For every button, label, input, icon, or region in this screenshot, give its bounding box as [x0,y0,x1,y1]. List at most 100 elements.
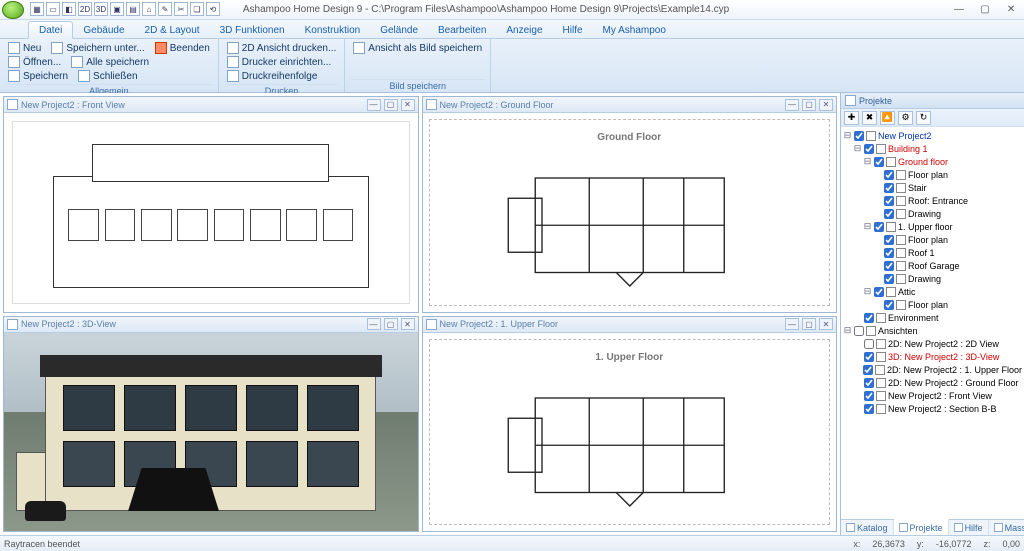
ribbon-item[interactable]: Schließen [76,70,139,82]
tree-twisty-icon[interactable]: ⊟ [863,221,872,232]
ribbon-tab[interactable]: Hilfe [553,22,593,38]
tree-node[interactable]: Floor plan [843,298,1022,311]
tree-checkbox[interactable] [864,144,874,154]
tree-checkbox[interactable] [854,326,864,336]
viewport-min-button[interactable]: — [367,318,381,330]
viewport-canvas[interactable] [4,333,418,532]
qat-icon[interactable]: ◧ [62,2,76,16]
tree-node[interactable]: Roof: Entrance [843,194,1022,207]
maximize-button[interactable]: ▢ [972,2,998,18]
viewport-max-button[interactable]: ▢ [802,318,816,330]
viewport-canvas[interactable]: 1. Upper Floor [423,333,837,532]
tree-node[interactable]: New Project2 : Section B-B [843,402,1022,415]
ribbon-tab[interactable]: Datei [28,21,73,39]
qat-icon[interactable]: ⟲ [206,2,220,16]
ribbon-tab[interactable]: Konstruktion [295,22,371,38]
tree-checkbox[interactable] [884,274,894,284]
tree-checkbox[interactable] [884,183,894,193]
projects-tree[interactable]: ⊟New Project2⊟Building 1⊟Ground floor Flo… [841,127,1024,519]
viewport-min-button[interactable]: — [785,99,799,111]
tree-node[interactable]: 2D: New Project2 : 1. Upper Floor [843,363,1022,376]
tree-node[interactable]: Roof 1 [843,246,1022,259]
tree-checkbox[interactable] [864,352,874,362]
ribbon-item[interactable]: Alle speichern [69,56,151,68]
tree-node[interactable]: Roof Garage [843,259,1022,272]
tree-node[interactable]: Drawing [843,207,1022,220]
viewport-max-button[interactable]: ▢ [384,318,398,330]
qat-icon[interactable]: 2D [78,2,92,16]
tree-checkbox[interactable] [864,404,874,414]
tree-node[interactable]: New Project2 : Front View [843,389,1022,402]
qat-icon[interactable]: ▭ [46,2,60,16]
ribbon-item[interactable]: Speichern unter... [49,42,146,54]
qat-icon[interactable]: ▦ [30,2,44,16]
tree-checkbox[interactable] [884,248,894,258]
viewport-canvas[interactable] [4,113,418,312]
tree-node[interactable]: 2D: New Project2 : Ground Floor [843,376,1022,389]
ribbon-tab[interactable]: 3D Funktionen [210,22,295,38]
tree-checkbox[interactable] [884,196,894,206]
qat-icon[interactable]: ✎ [158,2,172,16]
viewport-close-button[interactable]: ✕ [401,99,415,111]
tree-checkbox[interactable] [884,209,894,219]
tree-checkbox[interactable] [864,313,874,323]
ribbon-tab[interactable]: Anzeige [496,22,552,38]
ribbon-tab[interactable]: Bearbeiten [428,22,496,38]
tree-checkbox[interactable] [864,378,874,388]
tree-node[interactable]: Environment [843,311,1022,324]
qat-icon[interactable]: ❏ [190,2,204,16]
ribbon-tab[interactable]: Gelände [370,22,428,38]
tree-checkbox[interactable] [884,170,894,180]
projects-toolbar-button[interactable]: ✚ [844,111,859,125]
tree-checkbox[interactable] [874,157,884,167]
viewport-close-button[interactable]: ✕ [401,318,415,330]
projects-toolbar-button[interactable]: ⚙ [898,111,913,125]
viewport-close-button[interactable]: ✕ [819,99,833,111]
projects-toolbar-button[interactable]: 🔼 [880,111,895,125]
qat-icon[interactable]: ▣ [110,2,124,16]
tree-node[interactable]: ⊟Ground floor [843,155,1022,168]
ribbon-tab[interactable]: Gebäude [73,22,134,38]
tree-node[interactable]: ⊟Attic [843,285,1022,298]
tree-checkbox[interactable] [874,287,884,297]
tree-node[interactable]: Drawing [843,272,1022,285]
tree-checkbox[interactable] [884,300,894,310]
tree-node[interactable]: ⊟1. Upper floor [843,220,1022,233]
ribbon-item[interactable]: Druckreihenfolge [225,70,320,82]
tree-node[interactable]: Floor plan [843,233,1022,246]
tree-checkbox[interactable] [884,261,894,271]
tree-node[interactable]: 2D: New Project2 : 2D View [843,337,1022,350]
viewport-min-button[interactable]: — [785,318,799,330]
tree-checkbox[interactable] [864,339,874,349]
viewport-max-button[interactable]: ▢ [384,99,398,111]
viewport-min-button[interactable]: — [367,99,381,111]
ribbon-item[interactable]: 2D Ansicht drucken... [225,42,339,54]
tree-node[interactable]: ⊟Building 1 [843,142,1022,155]
ribbon-item[interactable]: Speichern [6,70,70,82]
ribbon-tab[interactable]: 2D & Layout [135,22,210,38]
viewport-max-button[interactable]: ▢ [802,99,816,111]
ribbon-item[interactable]: Öffnen... [6,56,63,68]
tree-node[interactable]: ⊟Ansichten [843,324,1022,337]
tree-node[interactable]: 3D: New Project2 : 3D-View [843,350,1022,363]
tree-node[interactable]: Stair [843,181,1022,194]
tree-node[interactable]: ⊟New Project2 [843,129,1022,142]
app-orb-button[interactable] [2,1,24,19]
close-button[interactable]: ✕ [998,2,1024,18]
tree-twisty-icon[interactable]: ⊟ [853,143,862,154]
ribbon-item[interactable]: Beenden [153,42,212,54]
qat-icon[interactable]: ⌂ [142,2,156,16]
tree-twisty-icon[interactable]: ⊟ [843,130,852,141]
tree-twisty-icon[interactable]: ⊟ [863,156,872,167]
projects-toolbar-button[interactable]: ↻ [916,111,931,125]
viewport-canvas[interactable]: Ground Floor [423,113,837,312]
ribbon-item[interactable]: Drucker einrichten... [225,56,333,68]
qat-icon[interactable]: ▤ [126,2,140,16]
tree-twisty-icon[interactable]: ⊟ [843,325,852,336]
tree-checkbox[interactable] [884,235,894,245]
qat-icon[interactable]: 3D [94,2,108,16]
ribbon-tab[interactable]: My Ashampoo [593,22,676,38]
tree-checkbox[interactable] [854,131,864,141]
tree-checkbox[interactable] [863,365,873,375]
ribbon-item[interactable]: Neu [6,42,43,54]
